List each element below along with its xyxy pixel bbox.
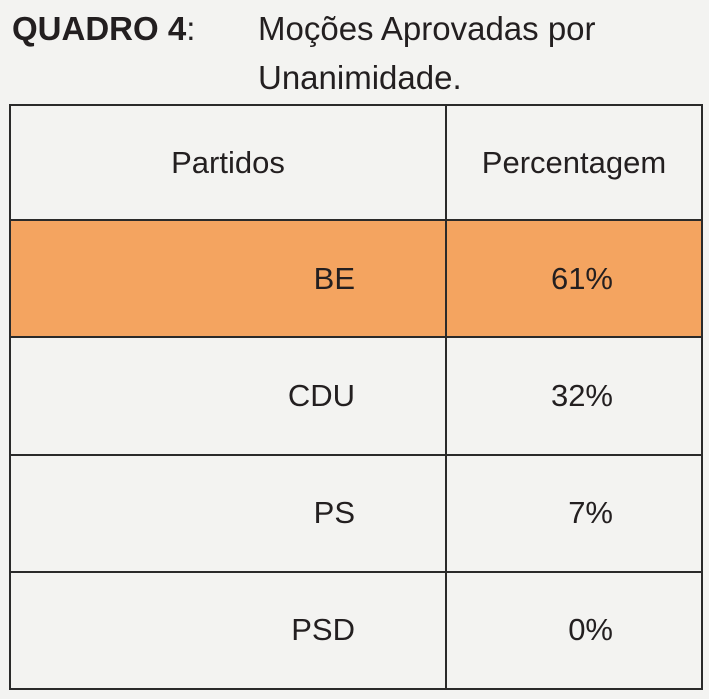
percent-cell: 61%	[445, 219, 703, 339]
party-cell: PS	[9, 453, 447, 573]
table-header-row: Partidos Percentagem	[9, 103, 703, 222]
party-cell: BE	[9, 219, 447, 339]
table-row: BE 61%	[9, 219, 703, 339]
percent-cell: 0%	[445, 570, 703, 691]
party-cell: CDU	[9, 336, 447, 456]
table-row: PS 7%	[9, 453, 703, 573]
title-subject-line1: Moções Aprovadas por	[258, 10, 596, 47]
motions-table: Partidos Percentagem BE 61% CDU 32% PS 7…	[9, 103, 703, 691]
title-subject-line2: Unanimidade.	[258, 59, 462, 96]
table-row: PSD 0%	[9, 570, 703, 691]
party-cell: PSD	[9, 570, 447, 691]
percent-cell: 32%	[445, 336, 703, 456]
table-row: CDU 32%	[9, 336, 703, 456]
header-parties: Partidos	[9, 103, 447, 222]
percent-cell: 7%	[445, 453, 703, 573]
title-colon: :	[186, 10, 196, 47]
header-percentage: Percentagem	[445, 103, 703, 222]
title-label: QUADRO 4	[12, 10, 187, 47]
